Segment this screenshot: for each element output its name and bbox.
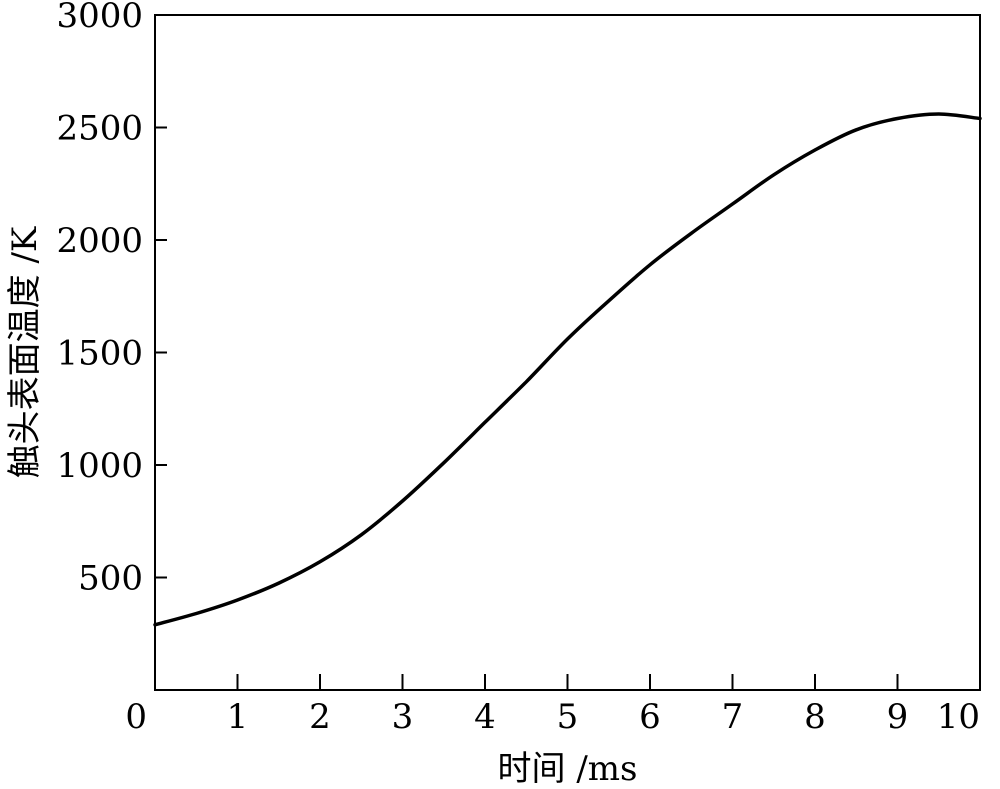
x-tick-label: 2 bbox=[309, 697, 331, 737]
x-tick-label: 10 bbox=[937, 697, 980, 737]
x-tick-label: 1 bbox=[227, 697, 249, 737]
x-tick-label: 3 bbox=[392, 697, 414, 737]
x-tick-label: 9 bbox=[887, 697, 909, 737]
y-tick-label: 1000 bbox=[56, 446, 143, 486]
x-axis-label: 时间 /ms bbox=[498, 749, 638, 789]
x-tick-label: 5 bbox=[557, 697, 579, 737]
y-tick-label: 500 bbox=[78, 559, 143, 599]
x-tick-label: 7 bbox=[722, 697, 744, 737]
temperature-line bbox=[153, 112, 982, 627]
x-tick-label: 8 bbox=[804, 697, 826, 737]
x-tick-label: 6 bbox=[639, 697, 661, 737]
plot-frame bbox=[154, 14, 981, 691]
y-tick-label: 3000 bbox=[56, 0, 143, 36]
y-axis-label: 触头表面温度 /K bbox=[5, 226, 45, 478]
y-tick-label: 1500 bbox=[56, 334, 143, 374]
y-tick-label: 2000 bbox=[56, 221, 143, 261]
y-tick-label: 2500 bbox=[56, 109, 143, 149]
x-tick-label: 0 bbox=[125, 697, 147, 737]
y-axis-ticks: 500 1000 1500 2000 2500 3000 bbox=[56, 0, 167, 599]
x-tick-label: 4 bbox=[474, 697, 496, 737]
x-axis-ticks: 0 1 2 3 4 5 6 7 8 9 10 bbox=[125, 674, 980, 737]
